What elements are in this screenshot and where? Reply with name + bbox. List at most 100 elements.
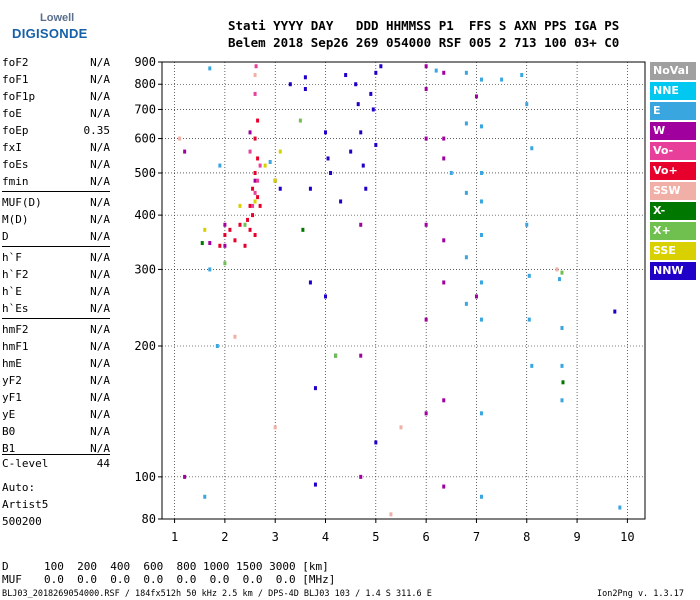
data-point-x <box>200 241 204 246</box>
param-row-yf1: yF1 N/A <box>2 391 110 407</box>
data-point-e <box>203 494 207 499</box>
x-tick-label: 7 <box>473 530 480 544</box>
param-value: N/A <box>90 230 110 243</box>
data-point-e <box>464 70 468 75</box>
logo-line2: DIGISONDE <box>12 26 88 41</box>
data-point-nnw <box>379 64 383 69</box>
data-point-nnw <box>308 186 312 191</box>
x-tick-label: 8 <box>523 530 530 544</box>
data-point-w <box>442 398 446 403</box>
legend-item-noval: NoVal <box>650 62 696 80</box>
param-separator <box>2 191 110 192</box>
data-point-x <box>561 380 565 385</box>
y-tick-label: 200 <box>134 339 156 353</box>
x-tick-label: 4 <box>322 530 329 544</box>
param-value: N/A <box>90 425 110 438</box>
data-point-vo <box>253 91 257 96</box>
data-point-e <box>218 163 222 168</box>
param-row-mufd: MUF(D) N/A <box>2 196 110 212</box>
y-tick-label: 400 <box>134 208 156 222</box>
data-point-ssw <box>233 334 237 339</box>
param-value: 44 <box>96 457 110 470</box>
param-row-b0: B0 N/A <box>2 425 110 441</box>
data-point-e <box>479 233 483 238</box>
data-point-vo <box>256 178 260 183</box>
data-point-vo <box>246 217 250 222</box>
data-point-e <box>479 411 483 416</box>
param-value: 0.35 <box>83 124 111 137</box>
param-value: N/A <box>90 374 110 387</box>
data-point-e <box>525 102 529 107</box>
header-line2: Belem 2018 Sep26 269 054000 RSF 005 2 71… <box>228 35 620 50</box>
data-point-vo <box>256 195 260 200</box>
legend-item-vo: Vo+ <box>650 162 696 180</box>
param-row-hmf1: hmF1 N/A <box>2 340 110 356</box>
data-point-w <box>424 411 428 416</box>
data-point-nnw <box>371 107 375 112</box>
x-tick-label: 1 <box>171 530 178 544</box>
legend-item-vo: Vo- <box>650 142 696 160</box>
data-point-e <box>464 121 468 126</box>
data-point-nnw <box>313 482 317 487</box>
data-point-x <box>334 353 338 358</box>
data-point-w <box>442 280 446 285</box>
data-point-nnw <box>374 142 378 147</box>
param-row-yf2: yF2 N/A <box>2 374 110 390</box>
data-point-vo <box>251 203 255 208</box>
legend-item-w: W <box>650 122 696 140</box>
data-point-w <box>424 222 428 227</box>
data-point-x <box>298 118 302 123</box>
x-tick-label: 5 <box>372 530 379 544</box>
param-row-fmin: fmin N/A <box>2 175 110 191</box>
param-name: fmin <box>2 175 29 188</box>
data-point-e <box>479 170 483 175</box>
param-value: N/A <box>90 175 110 188</box>
param-row-he: h`E N/A <box>2 285 110 301</box>
data-point-nnw <box>324 294 328 299</box>
data-point-e <box>479 280 483 285</box>
param-row-hf2: h`F2 N/A <box>2 268 110 284</box>
data-point-vo <box>258 163 262 168</box>
data-point-nnw <box>313 386 317 391</box>
data-point-w <box>424 64 428 69</box>
data-point-nnw <box>324 130 328 135</box>
param-row-hme: hmE N/A <box>2 357 110 373</box>
footer-d-values: 100 200 400 600 800 1000 1500 3000 [km] <box>44 560 329 573</box>
auto-scaling-text: 500200 <box>2 515 42 528</box>
param-value: N/A <box>90 73 110 86</box>
param-name: foF1 <box>2 73 29 86</box>
data-point-vo <box>253 136 257 141</box>
param-name: yF1 <box>2 391 22 404</box>
data-point-vo <box>218 243 222 248</box>
param-name: fxI <box>2 141 22 154</box>
data-point-sse <box>278 149 282 154</box>
data-point-e <box>618 505 622 510</box>
data-point-e <box>530 146 534 151</box>
param-name: h`F <box>2 251 22 264</box>
param-value: N/A <box>90 340 110 353</box>
plot-frame <box>161 61 646 520</box>
x-tick-label: 3 <box>272 530 279 544</box>
data-point-vo <box>256 156 260 161</box>
data-point-e <box>560 325 564 330</box>
data-point-w <box>442 156 446 161</box>
data-point-vo <box>238 222 242 227</box>
param-value: N/A <box>90 251 110 264</box>
data-point-w <box>359 353 363 358</box>
data-point-nnw <box>339 199 343 204</box>
data-point-w <box>442 484 446 489</box>
param-row-fof1p: foF1p N/A <box>2 90 110 106</box>
data-point-vo <box>251 186 255 191</box>
data-point-e <box>560 398 564 403</box>
y-tick-label: 600 <box>134 132 156 146</box>
data-point-e <box>434 68 438 73</box>
param-row-hf: h`F N/A <box>2 251 110 267</box>
param-row-b1: B1 N/A <box>2 442 110 458</box>
param-name: yF2 <box>2 374 22 387</box>
data-point-vo <box>251 213 255 218</box>
param-value: N/A <box>90 213 110 226</box>
data-point-w <box>442 136 446 141</box>
data-point-nnw <box>374 70 378 75</box>
lowell-digisonde-logo: Lowell DIGISONDE <box>10 10 87 44</box>
param-value: N/A <box>90 196 110 209</box>
